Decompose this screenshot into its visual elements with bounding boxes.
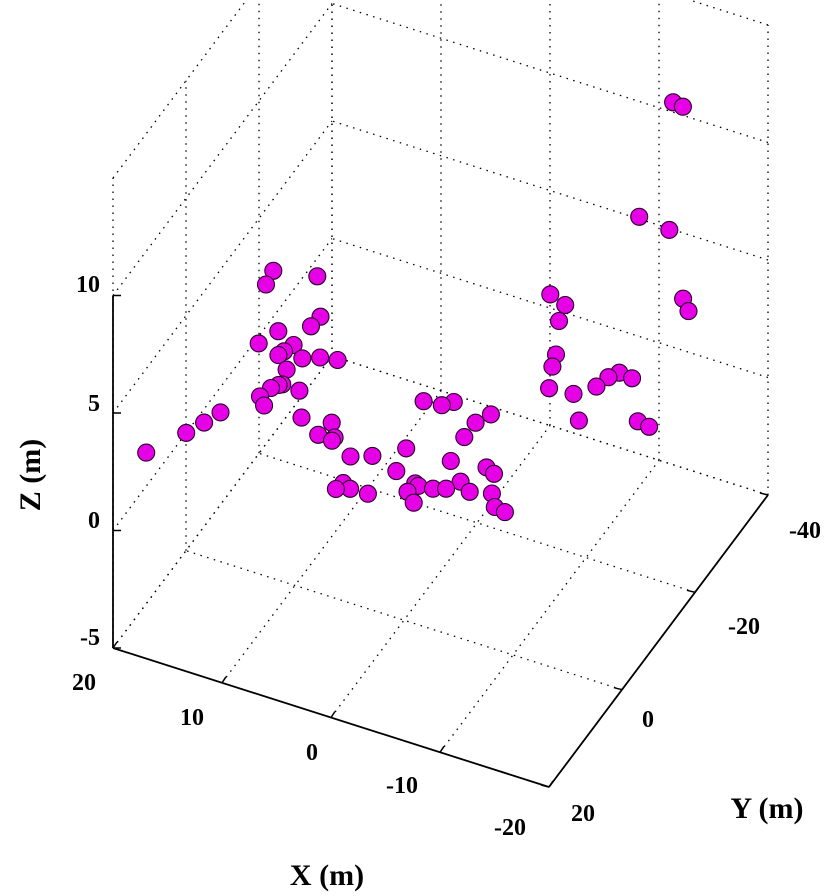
floor-grid-line [330,425,551,718]
data-point [455,428,474,447]
floor-grid-line [221,390,442,684]
y-tick-labels: -40 -20 0 20 [571,518,821,827]
x-tick-label: -20 [494,815,526,841]
floor-grid-line [258,452,696,593]
data-point [292,408,311,427]
data-point [290,381,309,400]
data-point [387,462,406,481]
back-wall-grid-line [331,2,769,144]
data-point [269,322,288,341]
data-point [432,396,451,415]
data-point [404,493,423,512]
y-tick-mark [540,784,550,788]
side-wall-grid-line [112,355,333,649]
grid-lines [112,0,769,788]
data-point [679,302,698,321]
side-wall-grid-line [112,3,333,296]
data-point [322,431,342,450]
data-point [441,451,460,471]
data-point [301,317,321,336]
side-wall-grid-line [112,0,248,179]
y-tick-label: -20 [728,614,760,640]
data-point [460,482,479,501]
data-point [549,311,569,331]
data-point [311,348,330,367]
data-point [195,413,214,432]
data-point [269,346,288,365]
data-point [326,479,345,499]
data-point [308,267,327,286]
data-point [256,275,276,294]
x-tick-mark [112,641,118,649]
floor-grid-line [185,550,623,691]
x-tick-mark [548,780,554,788]
data-point [293,349,312,368]
data-point [484,464,504,483]
z-tick-labels: 10 5 0 -5 [76,272,100,651]
data-point [556,295,575,315]
y-tick-label: 0 [642,707,654,733]
data-point [397,439,416,458]
z-axis-label: Z (m) [14,439,47,511]
data-point [466,413,485,432]
x-tick-mark [330,711,336,718]
data-point [255,396,274,415]
data-point [673,97,692,116]
data-point [414,392,433,411]
data-point [569,411,588,430]
x-tick-label: 10 [180,705,204,731]
x-axis-label: X (m) [290,859,364,892]
z-tick-label: 10 [76,272,100,298]
x-tick-mark [221,676,227,684]
x-tick-label: 20 [72,670,96,696]
x-tick-label: -10 [386,773,418,799]
x-tick-label: 0 [306,740,318,766]
data-point [599,368,618,387]
data-point [358,484,377,503]
data-point [660,220,679,239]
data-point [211,403,230,422]
data-point [640,417,659,436]
floor-grid-line [439,459,660,753]
z-tick-label: -5 [80,625,100,651]
data-point [587,377,606,396]
data-point [541,285,560,304]
data-point [322,413,341,432]
data-point [437,479,456,498]
x-tick-mark [439,745,445,753]
y-tick-label: 20 [571,801,595,827]
back-wall-grid-line [331,120,769,261]
x-tick-labels: 20 10 0 -10 -20 [72,670,526,841]
data-point [623,369,642,388]
data-point [495,503,514,522]
y-tick-mark [759,492,769,496]
z-tick-label: 0 [88,508,100,534]
side-wall-grid-line [112,120,333,414]
data-point [543,357,562,376]
data-point [630,207,649,226]
y-axis-line [548,494,769,788]
data-point [481,405,500,424]
y-tick-mark [613,686,623,691]
data-point [328,350,347,370]
data-point [177,423,196,442]
data-point [249,334,268,353]
data-point [341,447,360,466]
y-tick-mark [686,589,696,594]
data-point [540,379,559,398]
axes [112,294,769,788]
data-point [564,384,583,403]
data-points [137,93,698,522]
data-point [363,446,382,465]
z-tick-label: 5 [88,391,100,417]
side-wall-grid-line [112,238,333,531]
data-point [137,443,156,462]
y-axis-label: Y (m) [730,792,803,825]
y-tick-label: -40 [789,518,821,544]
